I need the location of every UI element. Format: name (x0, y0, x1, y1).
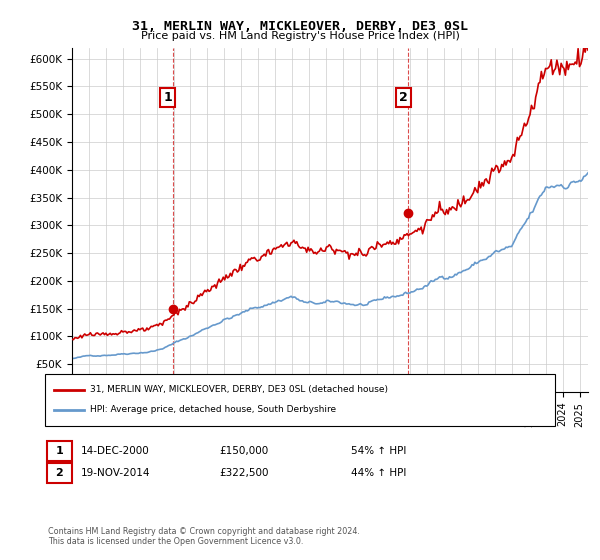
Text: 14-DEC-2000: 14-DEC-2000 (81, 446, 150, 456)
Text: £150,000: £150,000 (219, 446, 268, 456)
Text: 2: 2 (399, 91, 408, 104)
Text: 31, MERLIN WAY, MICKLEOVER, DERBY, DE3 0SL (detached house): 31, MERLIN WAY, MICKLEOVER, DERBY, DE3 0… (90, 385, 388, 394)
Text: HPI: Average price, detached house, South Derbyshire: HPI: Average price, detached house, Sout… (90, 405, 336, 414)
Text: 1: 1 (163, 91, 172, 104)
Text: £322,500: £322,500 (219, 468, 269, 478)
Text: 1: 1 (56, 446, 63, 456)
Text: 2: 2 (56, 468, 63, 478)
Text: 44% ↑ HPI: 44% ↑ HPI (351, 468, 406, 478)
Text: 31, MERLIN WAY, MICKLEOVER, DERBY, DE3 0SL: 31, MERLIN WAY, MICKLEOVER, DERBY, DE3 0… (132, 20, 468, 32)
Text: 19-NOV-2014: 19-NOV-2014 (81, 468, 151, 478)
Text: Contains HM Land Registry data © Crown copyright and database right 2024.
This d: Contains HM Land Registry data © Crown c… (48, 526, 360, 546)
Text: Price paid vs. HM Land Registry's House Price Index (HPI): Price paid vs. HM Land Registry's House … (140, 31, 460, 41)
Text: 54% ↑ HPI: 54% ↑ HPI (351, 446, 406, 456)
